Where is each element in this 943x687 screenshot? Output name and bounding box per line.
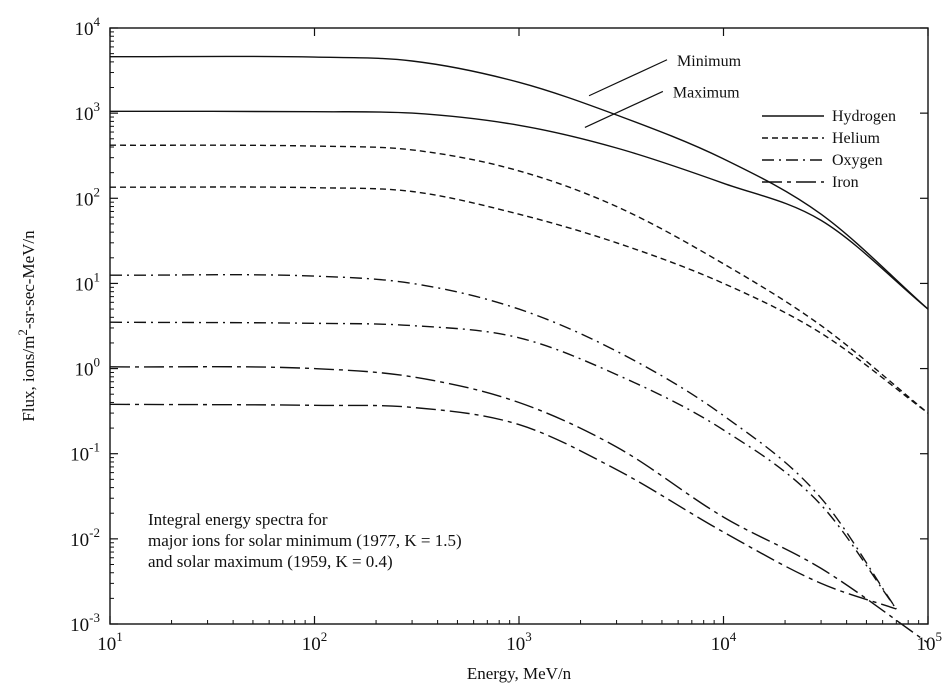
y-axis-label-exp: 2 bbox=[15, 329, 30, 336]
y-tick-exp: 2 bbox=[94, 184, 101, 199]
x-tick-base: 10 bbox=[506, 634, 525, 655]
series-oxygen-minimum bbox=[109, 274, 897, 610]
series-oxygen-maximum bbox=[109, 321, 897, 610]
x-tick-label: 105 bbox=[917, 629, 943, 655]
y-tick-exp: -3 bbox=[89, 610, 100, 625]
x-tick-base: 10 bbox=[97, 634, 116, 655]
x-tick-label: 102 bbox=[302, 629, 328, 655]
annotation-line-3: and solar maximum (1959, K = 0.4) bbox=[148, 552, 393, 571]
y-tick-label: 102 bbox=[75, 184, 101, 210]
series-iron-minimum bbox=[109, 366, 929, 644]
y-tick-exp: 0 bbox=[94, 355, 101, 370]
y-tick-base: 10 bbox=[70, 445, 89, 466]
x-tick-label: 103 bbox=[506, 629, 532, 655]
x-tick-exp: 5 bbox=[936, 629, 943, 644]
callout-leader-minimum bbox=[588, 59, 668, 97]
x-tick-exp: 3 bbox=[525, 629, 532, 644]
y-tick-base: 10 bbox=[70, 530, 89, 551]
callouts: Minimum Maximum bbox=[584, 53, 742, 128]
y-tick-base: 10 bbox=[75, 274, 94, 295]
series-hydrogen-minimum bbox=[109, 55, 929, 310]
x-axis-label: Energy, MeV/n bbox=[467, 664, 572, 683]
callout-label-maximum: Maximum bbox=[673, 84, 740, 101]
x-tick-base: 10 bbox=[711, 634, 730, 655]
y-tick-label: 10-1 bbox=[70, 440, 100, 466]
x-tick-base: 10 bbox=[302, 634, 321, 655]
annotation-line-1: Integral energy spectra for bbox=[148, 510, 328, 529]
series-hydrogen-maximum bbox=[109, 110, 929, 310]
y-axis-label-main: Flux, ions/m bbox=[19, 336, 38, 422]
y-tick-base: 10 bbox=[75, 360, 94, 381]
x-tick-exp: 1 bbox=[116, 629, 123, 644]
legend-label-helium: Helium bbox=[832, 130, 881, 147]
y-tick-exp: -1 bbox=[89, 440, 100, 455]
y-tick-label: 10-2 bbox=[70, 525, 100, 551]
axis-ticks: 101 102 103 104 10510-310-210-11001011021031… bbox=[70, 14, 942, 655]
annotation-line-2: major ions for solar minimum (1977, K = … bbox=[148, 531, 462, 550]
x-tick-exp: 2 bbox=[321, 629, 328, 644]
series-helium-maximum bbox=[109, 186, 929, 414]
series-layer bbox=[109, 55, 929, 644]
legend-label-iron: Iron bbox=[832, 174, 859, 191]
y-tick-label: 103 bbox=[75, 99, 101, 125]
y-tick-exp: -2 bbox=[89, 525, 100, 540]
x-tick-label: 101 bbox=[97, 629, 123, 655]
callout-leader-maximum bbox=[584, 90, 664, 128]
legend-label-hydrogen: Hydrogen bbox=[832, 108, 896, 125]
y-tick-base: 10 bbox=[70, 615, 89, 636]
annotation-block: Integral energy spectra for major ions f… bbox=[148, 510, 462, 571]
y-tick-label: 10-3 bbox=[70, 610, 100, 636]
legend-label-oxygen: Oxygen bbox=[832, 152, 883, 169]
y-tick-label: 104 bbox=[75, 14, 101, 40]
y-tick-label: 101 bbox=[75, 269, 101, 295]
series-helium-minimum bbox=[109, 144, 929, 414]
y-tick-exp: 1 bbox=[94, 269, 101, 284]
y-tick-exp: 3 bbox=[94, 99, 101, 114]
y-tick-base: 10 bbox=[75, 104, 94, 125]
callout-label-minimum: Minimum bbox=[677, 53, 742, 70]
y-tick-base: 10 bbox=[75, 189, 94, 210]
y-tick-exp: 4 bbox=[94, 14, 101, 29]
y-tick-label: 100 bbox=[75, 355, 101, 381]
y-axis-label-rest: -sr-sec-MeV/n bbox=[19, 230, 38, 329]
y-tick-base: 10 bbox=[75, 19, 94, 40]
x-tick-exp: 4 bbox=[730, 629, 737, 644]
y-axis-label: Flux, ions/m2-sr-sec-MeV/n bbox=[15, 230, 38, 422]
x-tick-label: 104 bbox=[711, 629, 737, 655]
x-tick-base: 10 bbox=[917, 634, 936, 655]
series-iron-maximum bbox=[109, 403, 897, 610]
legend: Hydrogen Helium Oxygen Iron bbox=[762, 108, 896, 191]
